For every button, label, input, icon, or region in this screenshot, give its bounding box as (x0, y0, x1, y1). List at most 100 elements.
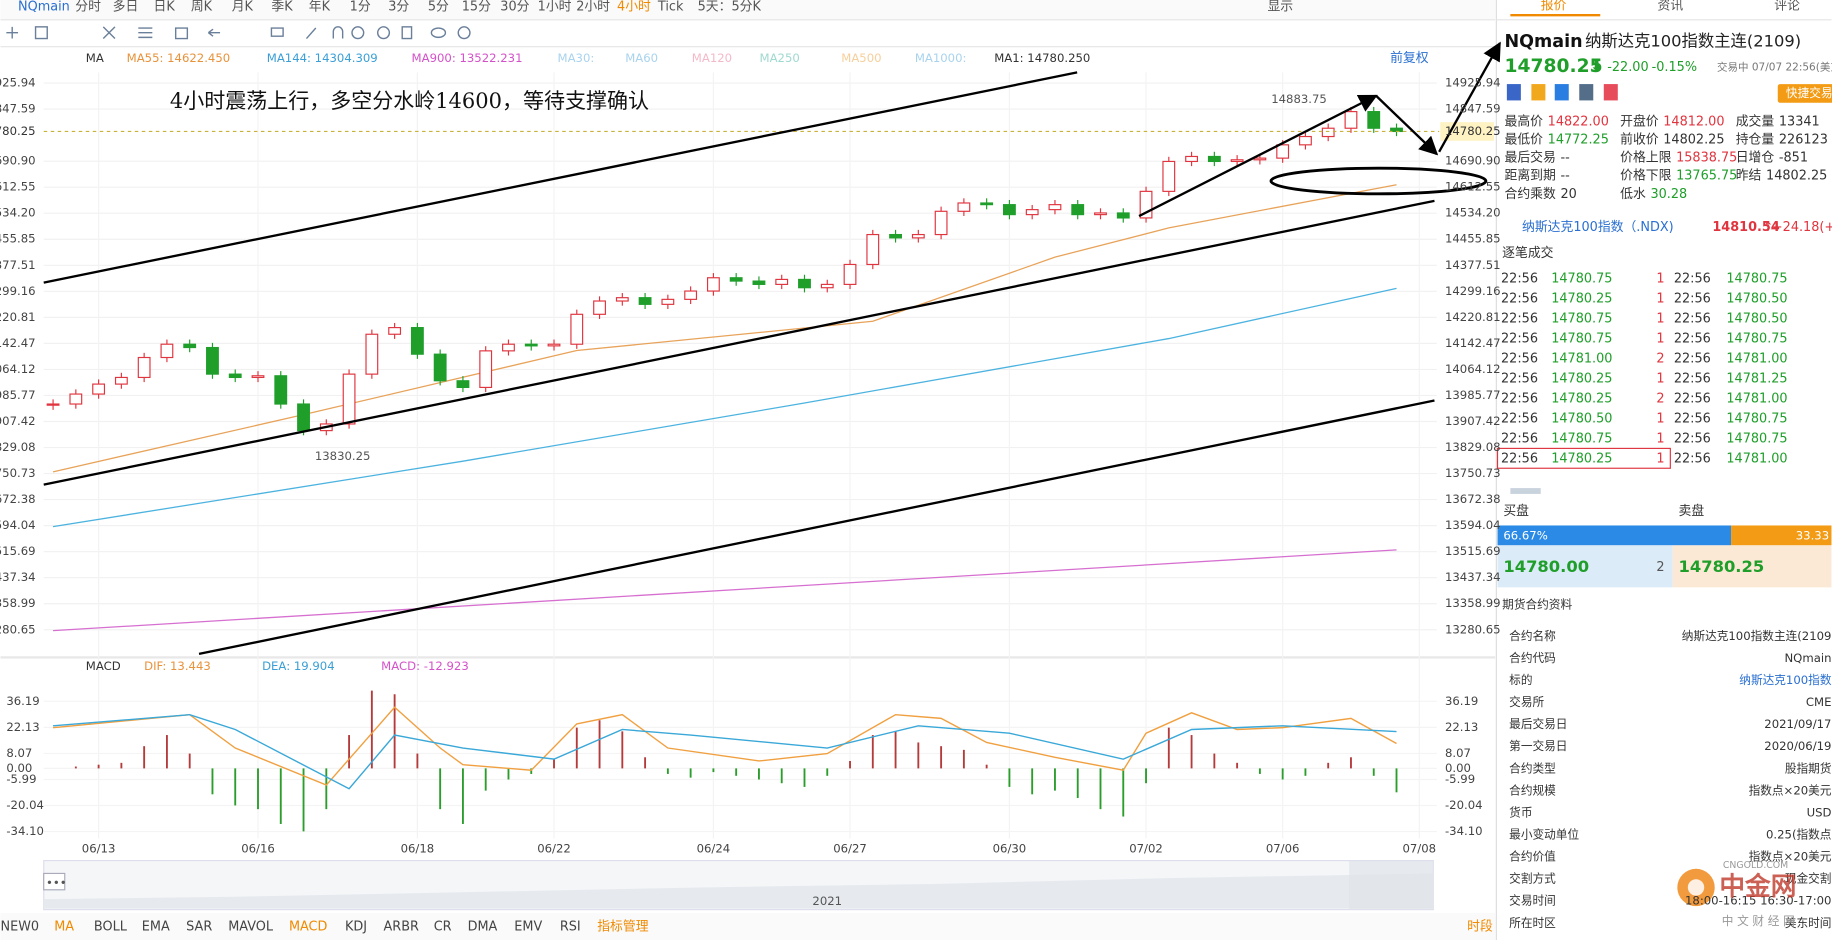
watermark-slogan: 中 文 财 经 网 (1722, 914, 1795, 928)
indicator-tab[interactable]: EMA (142, 920, 170, 935)
candle (1276, 144, 1290, 159)
macd-legend: MACD: -12.923 (381, 659, 469, 673)
period-tab[interactable]: 30分 (500, 0, 529, 15)
period-tab[interactable]: Tick (657, 0, 684, 15)
ma-title[interactable]: MA (86, 51, 104, 65)
symbol-tab[interactable]: NQmain (18, 0, 70, 15)
stat: 日增仓 -851 (1736, 150, 1808, 165)
indicator-tab[interactable]: SAR (186, 920, 212, 935)
period-tab[interactable]: 5天：5分K (698, 0, 762, 15)
chart-layer (43, 72, 1495, 839)
period-tab[interactable]: 年K (309, 0, 331, 15)
info-label: 合约名称 (1509, 629, 1556, 643)
session-button[interactable]: 时段 (1467, 920, 1493, 935)
period-tab[interactable]: 4小时 (617, 0, 651, 15)
indicator-tab[interactable]: MA (54, 920, 74, 935)
period-tab[interactable]: 季K (271, 0, 293, 15)
period-tab[interactable]: 周K (191, 0, 213, 15)
period-tab[interactable]: 月K (232, 0, 254, 15)
macd-title[interactable]: MACD (86, 659, 121, 673)
scroll-thumb[interactable] (1510, 488, 1541, 494)
indicator-tab[interactable]: RSI (560, 920, 581, 935)
stat-value: -- (1561, 150, 1570, 165)
trade-price: 14781.25 (1726, 371, 1787, 386)
stat-label: 距离到期 (1505, 167, 1556, 183)
period-tab[interactable]: 分时 (75, 0, 101, 15)
indicator-tab[interactable]: MACD (289, 920, 328, 935)
ask-cell (1672, 545, 1832, 588)
indicator-tab[interactable]: NEW0 (1, 920, 40, 935)
period-tab[interactable]: 1小时 (538, 0, 572, 15)
period-tab[interactable]: 日K (153, 0, 175, 15)
x-tick-label: 06/16 (241, 841, 275, 855)
quick-trade-label[interactable]: 快捷交易 (1786, 86, 1832, 100)
y-tick-label-left: 14299.16 (0, 284, 36, 298)
trade-price: 14780.50 (1551, 411, 1612, 426)
trade-time: 22:56 (1674, 391, 1711, 406)
drawing-tools[interactable] (6, 26, 471, 40)
macd-legend: DEA: 19.904 (262, 659, 335, 673)
period-tab[interactable]: 3分 (388, 0, 409, 15)
timeline-handle[interactable] (43, 872, 66, 891)
indicator-tab[interactable]: KDJ (345, 920, 367, 935)
x-tick-label: 07/08 (1402, 841, 1436, 855)
panel-tab[interactable]: 评论 (1774, 0, 1800, 13)
high-label: 14883.75 (1271, 92, 1327, 106)
indicator-tab[interactable]: DMA (468, 920, 498, 935)
info-label: 货币 (1509, 805, 1532, 819)
period-tab[interactable]: 15分 (462, 0, 491, 15)
candle (661, 298, 675, 305)
info-value: CME (1806, 695, 1832, 709)
y-tick-label: 13594.04 (1445, 518, 1501, 532)
x-tick-label: 06/24 (697, 841, 731, 855)
trade-price: 14780.50 (1726, 292, 1787, 307)
indicator-tab[interactable]: 指标管理 (597, 920, 648, 935)
quick-trade-button[interactable] (1777, 84, 1832, 103)
candle (456, 380, 470, 388)
period-tab[interactable]: 多日 (113, 0, 139, 15)
panel-arrow: ⬇ (1590, 56, 1604, 75)
trade-price: 14780.25 (1551, 391, 1612, 406)
stat-value: 14802.25 (1766, 168, 1827, 183)
candle (1367, 111, 1381, 129)
indicator-tab[interactable]: MAVOL (228, 920, 274, 935)
icon-chart[interactable] (1554, 84, 1569, 101)
index-name[interactable]: 纳斯达克100指数（.NDX) (1522, 220, 1674, 235)
info-title: 期货合约资料 (1502, 597, 1572, 611)
icon-bolt[interactable] (1531, 84, 1546, 101)
trade-price: 14780.75 (1551, 431, 1612, 446)
display-menu[interactable]: 显示 (1267, 0, 1293, 15)
y-tick-label: 13829.08 (1445, 440, 1501, 454)
stat-value: 13765.75 (1676, 168, 1737, 183)
indicator-tab[interactable]: CR (434, 920, 452, 935)
icon-doc[interactable] (1579, 84, 1594, 101)
y-tick-label-left: 14142.47 (0, 336, 36, 350)
candle (798, 278, 811, 289)
x-tick-label: 07/06 (1266, 841, 1300, 855)
period-tab[interactable]: 1分 (350, 0, 371, 15)
panel-tab[interactable]: 资讯 (1658, 0, 1684, 13)
panel-tab[interactable]: 报价 (1541, 0, 1567, 13)
timeline-year: 2021 (812, 894, 842, 908)
macd-line (53, 713, 1397, 790)
adjust-button[interactable]: 前复权 (1390, 50, 1429, 66)
trade-time: 22:56 (1501, 451, 1538, 466)
candle (388, 327, 402, 335)
indicator-tab[interactable]: ARBR (384, 920, 419, 935)
indicator-tab[interactable]: BOLL (94, 920, 128, 935)
icon-flag[interactable] (1506, 84, 1521, 101)
info-label: 第一交易日 (1509, 739, 1567, 753)
indicator-tab[interactable]: EMV (514, 920, 542, 935)
period-tab[interactable]: 2小时 (576, 0, 610, 15)
candle (684, 290, 698, 300)
timeline-window[interactable] (1349, 860, 1434, 910)
stat: 持仓量 226123 (1736, 132, 1828, 147)
y-tick-label: 14612.55 (1445, 180, 1501, 194)
x-tick-label: 06/13 (82, 841, 116, 855)
period-tab[interactable]: 5分 (428, 0, 449, 15)
bid-title: 买盘 (1503, 503, 1529, 519)
stat-value: 15838.75 (1676, 150, 1737, 165)
info-label: 交易时间 (1509, 894, 1556, 908)
bid-size: 2 (1656, 560, 1664, 575)
icon-heart[interactable] (1603, 84, 1618, 101)
